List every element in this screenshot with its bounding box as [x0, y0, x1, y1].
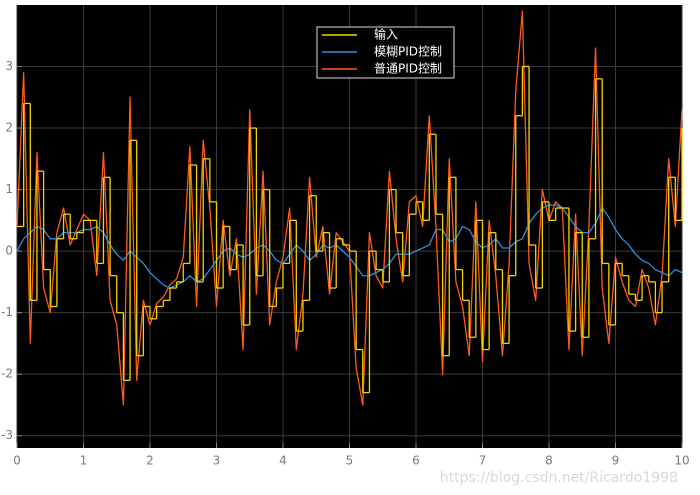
x-tick-label: 5 [346, 454, 354, 468]
legend-label: 普通PID控制 [374, 62, 442, 76]
y-tick-label: -3 [1, 428, 13, 442]
legend-label: 输入 [374, 27, 398, 42]
x-tick-label: 8 [545, 454, 553, 468]
x-tick-label: 6 [412, 454, 420, 468]
y-tick-label: 0 [5, 244, 13, 258]
legend-label: 模糊PID控制 [374, 44, 442, 59]
y-tick-label: 1 [5, 182, 13, 196]
x-tick-label: 10 [674, 454, 689, 468]
x-tick-label: 0 [13, 454, 21, 468]
series-line [16, 204, 683, 289]
x-tick-label: 3 [213, 454, 221, 468]
x-tick-label: 1 [80, 454, 88, 468]
y-tick-label: -1 [1, 305, 13, 319]
x-tick-label: 7 [479, 454, 487, 468]
y-tick-label: 2 [5, 121, 13, 135]
x-tick-label: 4 [279, 454, 287, 468]
watermark: https://blog.csdn.net/Ricardo1998 [440, 470, 678, 486]
x-tick-label: 9 [612, 454, 620, 468]
x-tick-label: 2 [146, 454, 154, 468]
series-layer [16, 10, 683, 406]
y-tick-label: -2 [1, 367, 13, 381]
y-tick-label: 3 [5, 59, 13, 73]
